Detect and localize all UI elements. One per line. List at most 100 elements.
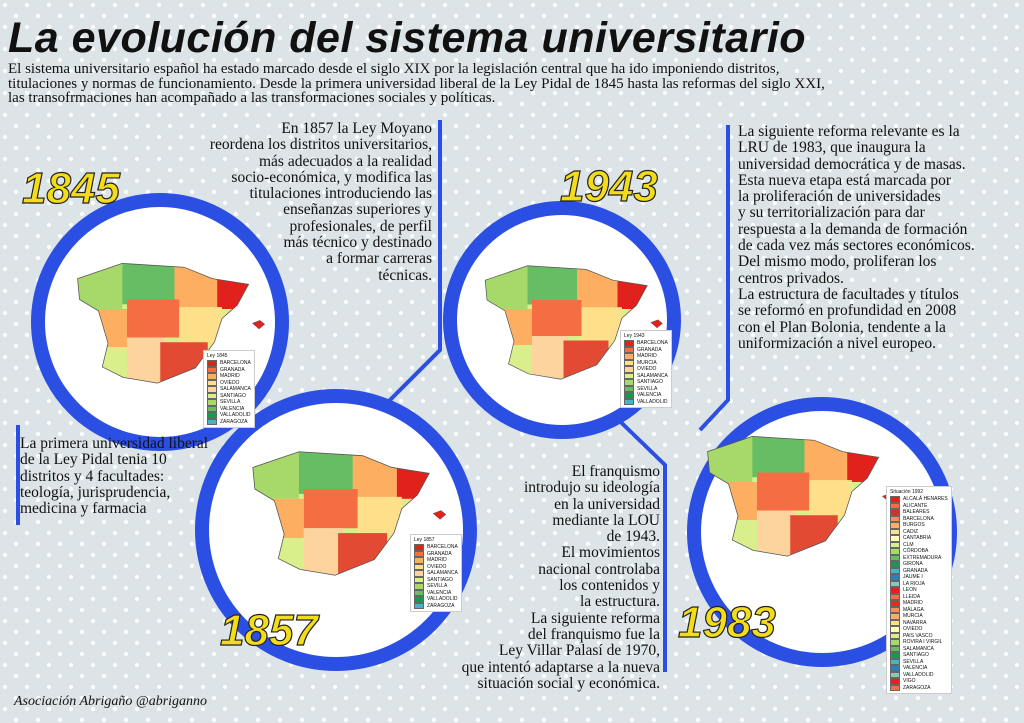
legend-label: CANTABRIA	[903, 535, 932, 542]
intro-line: las transofrmaciones han acompañado a la…	[8, 90, 496, 106]
legend-label: MADRID	[903, 600, 923, 607]
legend-swatch	[890, 593, 900, 601]
legend-swatch	[207, 405, 217, 413]
legend-label: BARCELONA	[903, 515, 934, 522]
legend-item: ALICANTE	[890, 502, 948, 510]
legend-label: OVIEDO	[903, 626, 923, 633]
legend-swatch	[890, 658, 900, 666]
legend-swatch	[207, 366, 217, 374]
text-line: de la Ley Pidal tenia 10	[20, 451, 167, 469]
text-line: más adecuados a la realidad	[259, 152, 432, 170]
legend-item: BARCELONA	[207, 360, 251, 367]
legend-item: GIRONA	[890, 561, 948, 568]
text-line: de 1943.	[606, 528, 660, 546]
legend-item: GRANADA	[207, 366, 251, 374]
legend-label: VALENCIA	[427, 589, 452, 596]
legend-swatch	[890, 541, 900, 549]
legend-label: VALENCIA	[637, 392, 662, 399]
legend-label: VIGO	[903, 678, 916, 685]
text-line: Del mismo modo, proliferan los	[738, 253, 937, 271]
legend-label: OVIEDO	[637, 366, 657, 373]
legend-item: SEVILLA	[890, 658, 948, 666]
legend-item: ROVIRA I VIRGIL	[890, 639, 948, 646]
legend-swatch	[890, 574, 900, 581]
text-line: medicina y farmacia	[20, 500, 147, 518]
legend-swatch	[624, 372, 634, 380]
text-line: respuesta a la demanda de formación	[738, 220, 968, 238]
legend-swatch	[890, 665, 900, 672]
legend-swatch	[890, 626, 900, 633]
legend-item: LA RIOJA	[890, 580, 948, 588]
legend-label: ZARAGOZA	[220, 418, 248, 425]
legend-swatch	[207, 412, 217, 419]
legend-item: MURCIA	[890, 613, 948, 620]
text-line: Esta nueva etapa está marcada por	[738, 171, 952, 189]
legend-swatch	[207, 373, 217, 380]
legend-label: LA RIOJA	[903, 580, 925, 587]
legend-item: SALAMANCA	[414, 570, 458, 577]
legend-item: JAUME I	[890, 574, 948, 581]
legend-item: MADRID	[207, 373, 251, 380]
legend-swatch	[890, 671, 900, 679]
legend-item: SANTIAGO	[207, 392, 251, 400]
legend-label: SEVILLA	[427, 583, 448, 590]
text-line: enseñanzas superiores y	[283, 201, 432, 219]
text-line: El franquismo	[571, 463, 660, 480]
legend-swatch	[414, 544, 424, 551]
legend-item: VALLADOLID	[414, 596, 458, 603]
legend-item: SANTIAGO	[624, 379, 668, 386]
legend-title: Ley 1845	[207, 353, 228, 359]
legend-item: SANTIAGO	[414, 576, 458, 584]
legend-swatch	[890, 502, 900, 510]
text-line: técnicas.	[378, 266, 432, 284]
text-line: se reformó en profundidad en 2008	[738, 302, 957, 320]
legend-item: SALAMANCA	[207, 386, 251, 393]
text-line: distritos y 4 facultades:	[20, 467, 165, 485]
legend-swatch	[414, 557, 424, 564]
legend-label: SALAMANCA	[220, 386, 251, 393]
legend-label: SEVILLA	[637, 385, 658, 392]
legend-swatch	[624, 359, 634, 367]
text-line: a formar carreras	[326, 250, 432, 268]
legend-swatch	[414, 589, 424, 597]
legend-item: MADRID	[414, 557, 458, 564]
legend-swatch	[890, 554, 900, 562]
text-line: uniformización a nivel europeo.	[738, 334, 936, 352]
legend-swatch	[207, 418, 217, 426]
legend-title: Ley 1857	[414, 537, 435, 543]
legend-swatch	[414, 576, 424, 584]
legend-swatch	[890, 528, 900, 536]
legend-label: GRANADA	[903, 567, 928, 574]
legend-swatch	[624, 353, 634, 360]
text-line: los contenidos y	[559, 577, 660, 595]
legend-swatch	[890, 535, 900, 542]
legend-item: CANTABRIA	[890, 535, 948, 542]
legend-item: LEON	[890, 587, 948, 594]
legend-swatch	[890, 606, 900, 614]
legend-item: CLM	[890, 541, 948, 549]
legend-label: ZARAGOZA	[427, 602, 455, 609]
legend-label: GRANADA	[637, 346, 662, 353]
map-legend: Situación 1992 ALCALÁ HENARES ALICANTE BALE…	[886, 486, 952, 695]
legend-label: MADRID	[637, 353, 657, 360]
legend-swatch	[624, 385, 634, 393]
text-line: la estructura.	[579, 593, 660, 611]
legend-label: SEVILLA	[903, 658, 924, 665]
footer: Asociación Abrigaño @abriganno	[14, 694, 208, 709]
legend-swatch	[414, 583, 424, 590]
legend-swatch	[207, 392, 217, 400]
text-line: de cada vez más sectores económicos.	[738, 237, 975, 255]
map-legend: Ley 1845 BARCELONA GRANADA MADRID OVIEDO SALA…	[203, 350, 255, 429]
legend-swatch	[414, 563, 424, 571]
title: La evolución del sistema universitario	[8, 14, 807, 62]
section-text: La siguiente reforma relevante es la LRU …	[738, 123, 975, 352]
legend-item: SEVILLA	[624, 385, 668, 393]
text-line: reordena los distritos universitarios,	[209, 136, 432, 154]
text-line: La estructura de facultades y títulos	[738, 285, 959, 303]
legend-item: CÓRDOBA	[890, 548, 948, 555]
legend-item: CADIZ	[890, 528, 948, 536]
legend-swatch	[414, 550, 424, 558]
legend-item: OVIEDO	[890, 626, 948, 633]
legend-swatch	[890, 619, 900, 627]
